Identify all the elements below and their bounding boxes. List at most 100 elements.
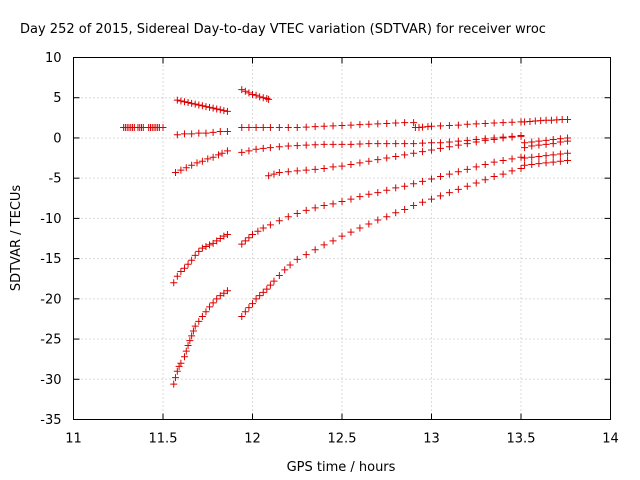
data-point-marker xyxy=(223,287,231,295)
data-point-marker xyxy=(499,134,507,142)
data-point-marker xyxy=(254,227,262,235)
data-point-marker xyxy=(338,140,346,148)
data-point-marker xyxy=(542,159,550,167)
data-point-marker xyxy=(481,119,489,127)
data-point-marker xyxy=(528,160,536,168)
y-tick-label: -10 xyxy=(40,212,61,227)
y-tick-label: -15 xyxy=(40,252,61,267)
data-point-marker xyxy=(195,129,203,137)
data-point-marker xyxy=(220,107,228,115)
data-point-marker xyxy=(216,106,224,114)
data-point-marker xyxy=(428,139,435,147)
data-point-marker xyxy=(195,247,203,255)
data-point-marker xyxy=(195,317,203,325)
data-point-marker xyxy=(445,121,453,129)
data-point-marker xyxy=(177,359,185,367)
data-point-marker xyxy=(259,94,267,102)
data-point-marker xyxy=(266,144,274,152)
data-point-marker xyxy=(521,154,529,162)
data-point-marker xyxy=(198,102,206,110)
data-point-marker xyxy=(374,120,382,128)
data-point-marker xyxy=(175,362,183,370)
data-point-marker xyxy=(302,141,310,149)
data-point-marker xyxy=(549,151,557,159)
data-point-marker xyxy=(218,149,226,157)
y-tick-label: -30 xyxy=(40,373,61,388)
data-point-marker xyxy=(270,170,278,178)
data-point-marker xyxy=(284,213,292,221)
data-point-marker xyxy=(216,128,224,136)
data-point-marker xyxy=(188,161,196,169)
data-point-marker xyxy=(275,272,283,280)
data-point-marker xyxy=(347,140,355,148)
data-point-marker xyxy=(508,155,516,163)
data-point-marker xyxy=(241,237,249,245)
data-point-marker xyxy=(284,123,292,131)
data-point-marker xyxy=(177,97,185,105)
data-point-marker xyxy=(223,128,231,136)
x-axis-label: GPS time / hours xyxy=(287,460,396,475)
data-point-marker xyxy=(401,119,409,127)
data-point-marker xyxy=(508,167,516,175)
y-tick-label: 5 xyxy=(53,91,61,106)
data-point-marker xyxy=(252,295,260,303)
data-point-marker xyxy=(383,186,391,194)
data-point-marker xyxy=(180,130,188,138)
data-point-marker xyxy=(481,160,489,168)
data-point-marker xyxy=(311,141,319,149)
data-point-marker xyxy=(202,243,210,251)
data-point-marker xyxy=(383,213,391,221)
data-point-marker xyxy=(564,115,572,123)
data-point-marker xyxy=(173,367,181,375)
data-point-marker xyxy=(338,121,346,129)
data-point-marker xyxy=(182,164,190,172)
data-point-marker xyxy=(383,119,391,127)
data-point-marker xyxy=(347,228,355,236)
data-point-marker xyxy=(284,168,292,176)
data-point-marker xyxy=(220,289,228,297)
data-point-marker xyxy=(173,96,181,104)
data-point-marker xyxy=(252,91,260,99)
data-point-marker xyxy=(556,157,564,165)
data-point-marker xyxy=(209,299,217,307)
data-point-marker xyxy=(542,152,550,160)
data-point-marker xyxy=(265,95,273,103)
data-point-marker xyxy=(454,141,462,149)
data-point-marker xyxy=(356,140,364,148)
data-point-marker xyxy=(463,182,471,190)
data-point-marker xyxy=(428,195,435,203)
data-point-marker xyxy=(329,200,337,208)
data-point-marker xyxy=(263,285,271,293)
data-point-marker xyxy=(189,327,197,335)
data-point-marker xyxy=(191,100,199,108)
data-point-marker xyxy=(517,165,525,173)
data-point-marker xyxy=(281,266,289,274)
data-point-marker xyxy=(499,156,507,164)
data-point-marker xyxy=(549,140,557,148)
data-point-marker xyxy=(206,241,214,249)
x-tick-label: 13 xyxy=(423,432,440,447)
data-point-marker xyxy=(329,163,337,171)
data-point-marker xyxy=(436,144,444,152)
data-point-marker xyxy=(293,142,301,150)
data-point-marker xyxy=(173,131,181,139)
data-point-marker xyxy=(302,206,310,214)
data-point-marker xyxy=(311,165,319,173)
data-point-marker xyxy=(202,308,210,316)
data-point-marker xyxy=(266,123,274,131)
y-tick-label: 0 xyxy=(53,131,61,146)
data-point-marker xyxy=(209,128,217,136)
data-point-marker xyxy=(365,140,373,148)
data-point-marker xyxy=(293,255,301,263)
data-point-marker xyxy=(365,157,373,165)
data-point-marker xyxy=(463,120,471,128)
data-point-marker xyxy=(383,154,391,162)
data-point-marker xyxy=(252,123,260,131)
data-point-marker xyxy=(472,120,480,128)
data-point-marker xyxy=(490,173,498,181)
data-point-marker xyxy=(182,347,190,355)
data-point-marker xyxy=(528,153,536,161)
data-point-marker xyxy=(356,121,364,129)
data-point-marker xyxy=(245,147,253,155)
data-point-marker xyxy=(556,138,564,146)
